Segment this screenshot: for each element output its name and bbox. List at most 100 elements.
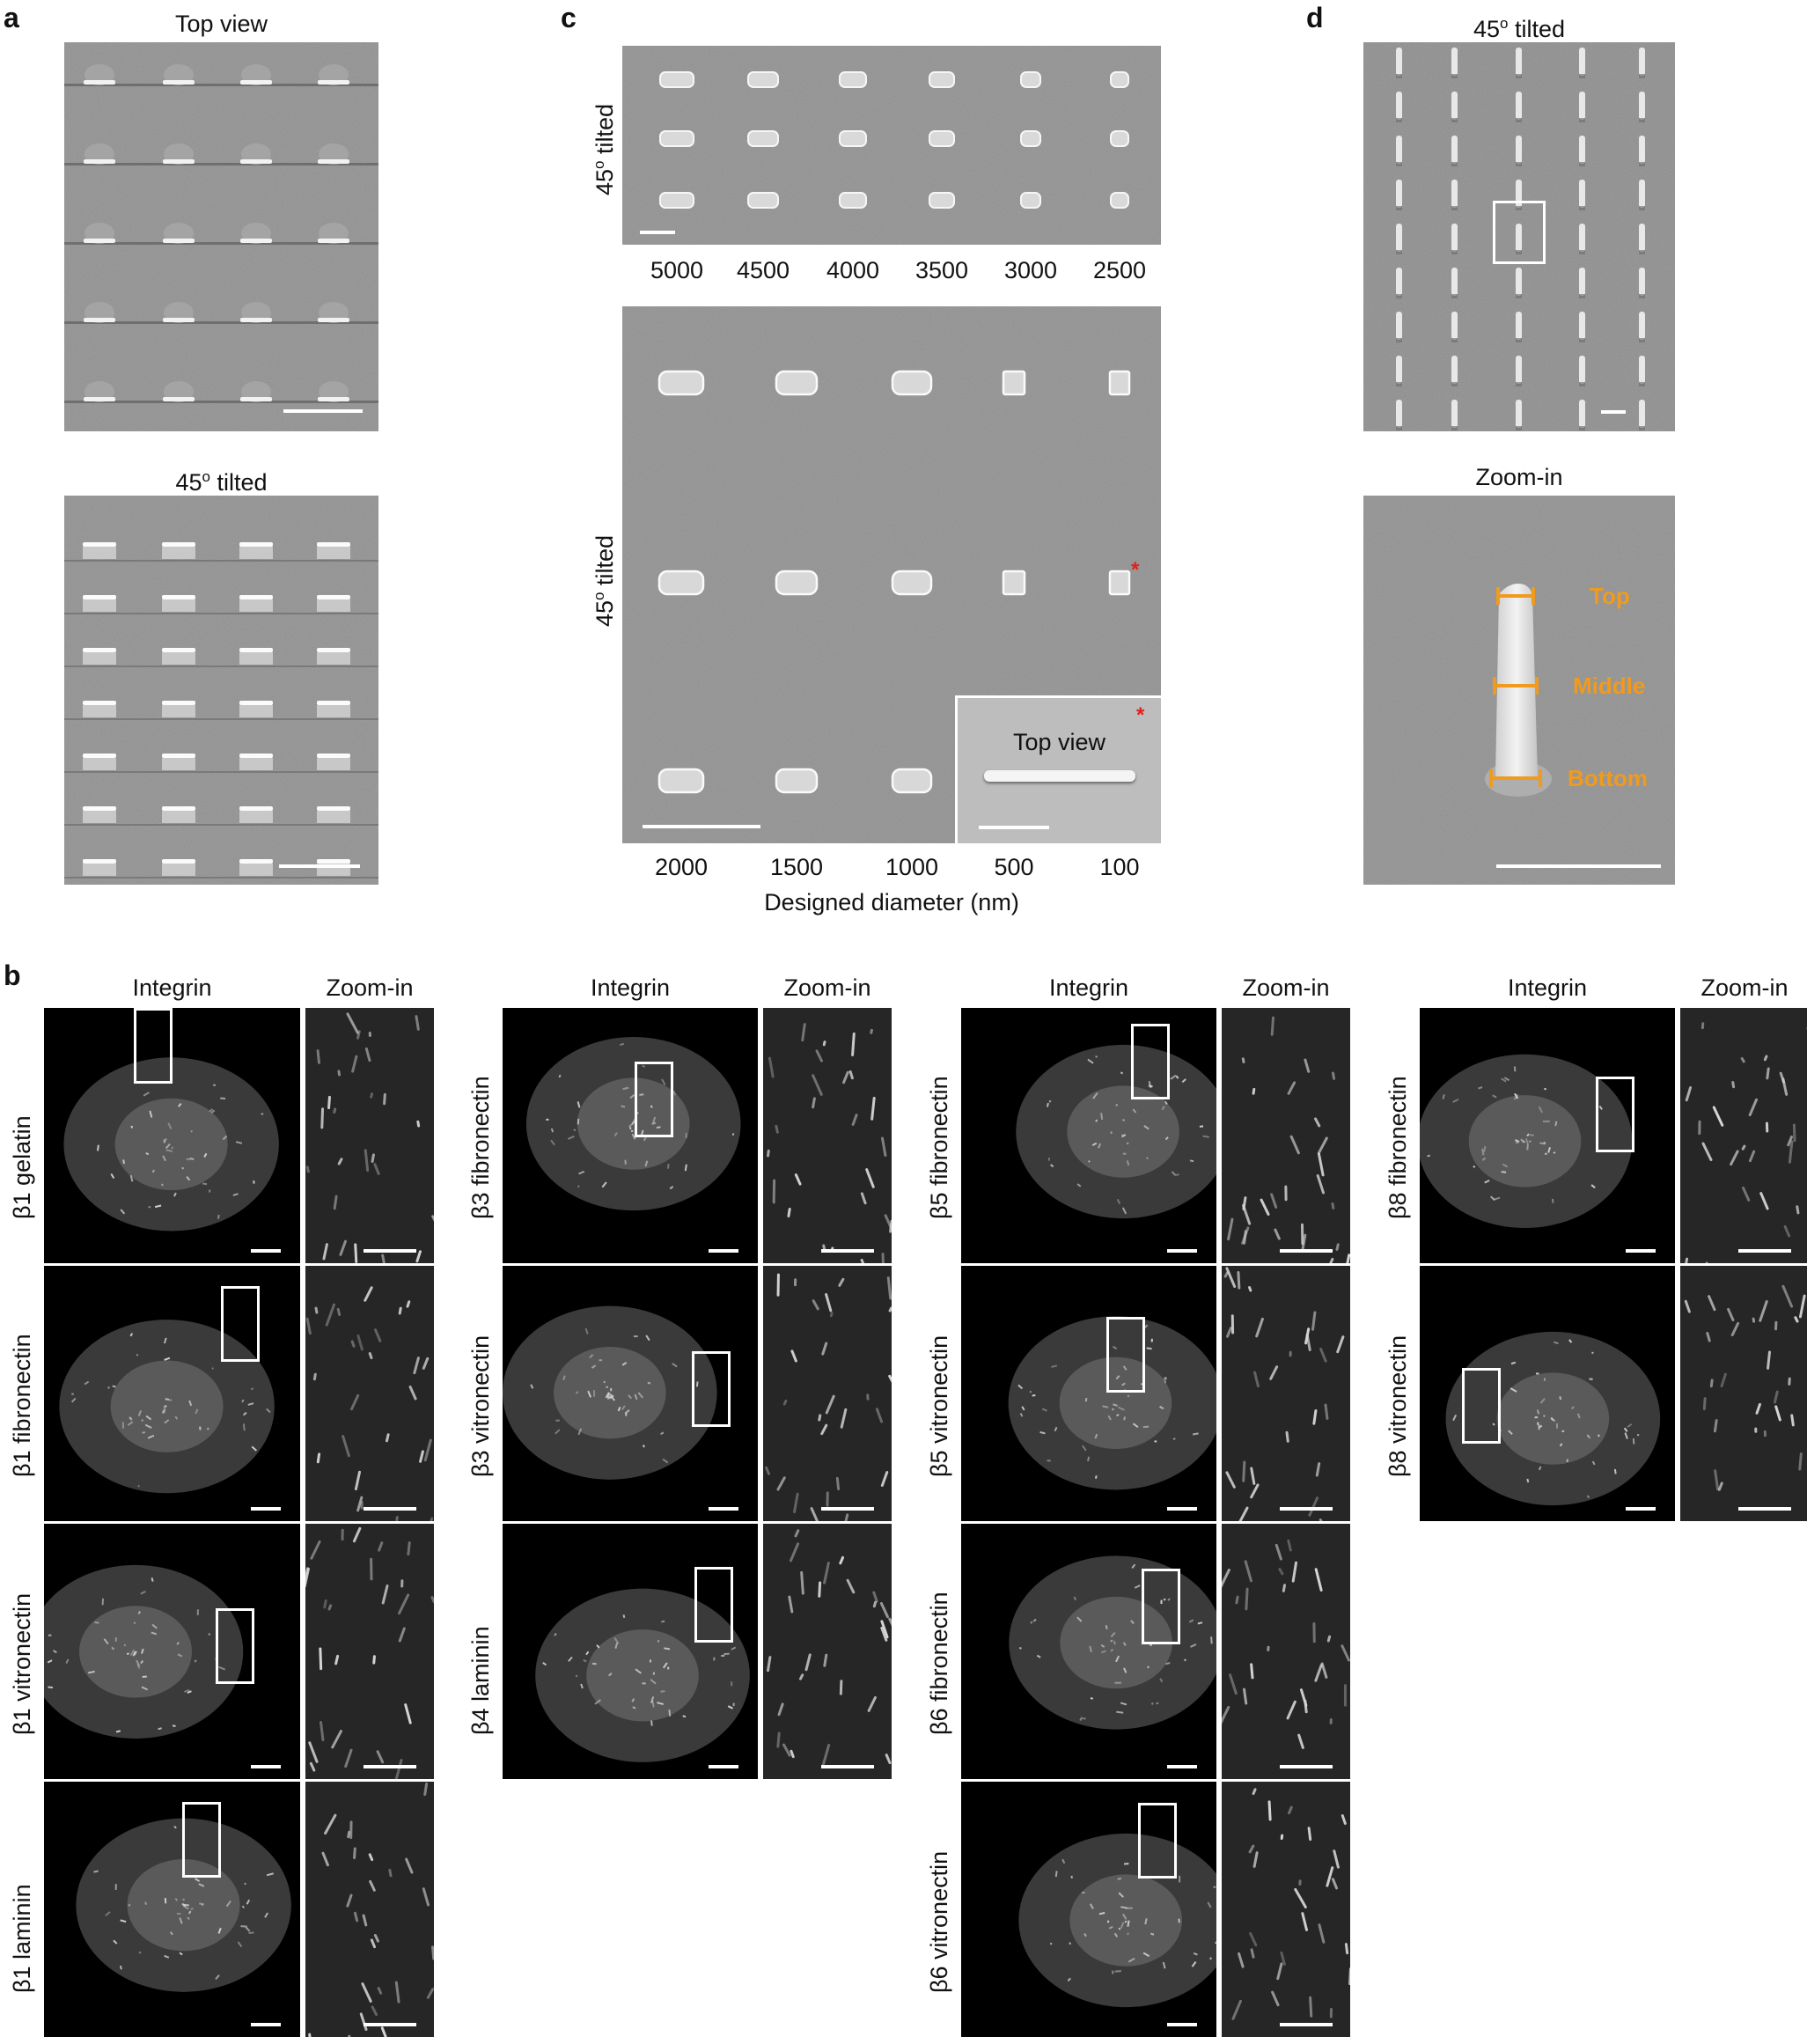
adhesion-spot	[1178, 1918, 1180, 1923]
adhesion-spot	[137, 1484, 141, 1488]
pillar	[83, 705, 116, 717]
integrin-fluorescence-image	[503, 1524, 758, 1779]
adhesion-spot	[1213, 1886, 1216, 1888]
nanopillar	[1516, 224, 1522, 252]
pillar-top	[239, 595, 273, 599]
measure-middle-cap-right	[1535, 677, 1539, 695]
pillar	[1020, 192, 1041, 209]
adhesion-streak	[1222, 1568, 1230, 1592]
adhesion-spot	[142, 1675, 147, 1679]
pillar-top	[162, 595, 195, 599]
adhesion-spot	[1502, 1163, 1509, 1168]
adhesion-spot	[163, 1139, 165, 1143]
adhesion-spot	[1114, 1970, 1121, 1973]
adhesion-streak	[350, 1393, 360, 1411]
adhesion-streak	[1316, 1174, 1326, 1195]
nanopillar	[1451, 136, 1458, 164]
adhesion-spot	[130, 1125, 133, 1129]
adhesion-streak	[1269, 1365, 1279, 1380]
adhesion-spot	[1079, 1717, 1083, 1721]
integrin-fluorescence-image	[503, 1008, 758, 1263]
adhesion-spot	[613, 1637, 620, 1644]
adhesion-streak	[888, 1617, 892, 1629]
nanopillar-shadow	[1639, 206, 1645, 210]
adhesion-streak	[1311, 1311, 1317, 1331]
adhesion-spot	[585, 1651, 590, 1656]
scale-bar	[821, 1507, 874, 1511]
adhesion-streak	[415, 1015, 420, 1031]
adhesion-streak	[331, 1730, 342, 1749]
adhesion-spot	[190, 1908, 194, 1911]
adhesion-streak	[775, 1124, 779, 1134]
adhesion-spot	[164, 1954, 170, 1959]
adhesion-spot	[1427, 1154, 1431, 1158]
diameter-tick-label: 2000	[654, 854, 709, 880]
adhesion-spot	[1122, 1152, 1127, 1155]
integrin-fluorescence-image	[961, 1524, 1216, 1779]
scale-bar	[1167, 2023, 1197, 2026]
zoom-in-fluorescence-image	[1222, 1524, 1350, 1779]
scale-bar	[251, 2023, 281, 2026]
adhesion-spot	[222, 1135, 228, 1141]
adhesion-streak	[826, 1491, 829, 1507]
nanopillar-shadow	[1451, 338, 1458, 342]
adhesion-streak	[1252, 1788, 1257, 1796]
adhesion-spot	[645, 1334, 650, 1342]
adhesion-spot	[154, 1204, 162, 1209]
adhesion-streak	[1304, 1327, 1311, 1345]
zoom-in-fluorescence-image	[305, 1266, 434, 1521]
adhesion-streak	[428, 1517, 434, 1521]
adhesion-spot	[1122, 1365, 1128, 1371]
adhesion-streak	[1706, 1332, 1711, 1342]
pillar	[83, 652, 116, 665]
adhesion-spot	[1150, 1338, 1153, 1342]
scale-bar	[364, 1507, 416, 1511]
adhesion-spot	[1142, 1425, 1150, 1429]
nanopillar	[1396, 136, 1402, 164]
adhesion-streak	[408, 1385, 417, 1401]
pillar	[839, 192, 867, 209]
adhesion-streak	[1343, 1684, 1347, 1707]
adhesion-spot	[631, 1698, 635, 1702]
row-label: β3 vitronectin	[467, 1334, 494, 1477]
scale-bar	[821, 1765, 874, 1768]
adhesion-spot	[667, 1164, 670, 1169]
adhesion-spot	[1146, 1347, 1152, 1350]
adhesion-spot	[182, 1905, 189, 1910]
adhesion-spot	[1481, 1148, 1485, 1156]
adhesion-streak	[305, 1317, 312, 1335]
adhesion-spot	[1047, 1157, 1051, 1161]
adhesion-streak	[1708, 1295, 1716, 1312]
pillar	[318, 397, 349, 401]
pillar-top	[162, 754, 195, 758]
adhesion-spot	[1452, 1414, 1458, 1422]
adhesion-spot	[603, 1380, 606, 1384]
adhesion-spot	[196, 1609, 199, 1615]
adhesion-spot	[596, 1644, 600, 1649]
pillar	[84, 397, 115, 401]
row-label: β1 gelatin	[9, 1115, 35, 1219]
pillar	[163, 318, 195, 322]
adhesion-spot	[1017, 1384, 1024, 1390]
adhesion-streak	[1226, 1327, 1232, 1338]
adhesion-streak	[872, 1591, 878, 1603]
adhesion-streak	[1250, 1483, 1260, 1499]
nanopillar	[1579, 400, 1585, 428]
adhesion-spot	[1114, 1681, 1121, 1684]
pillar-top	[317, 701, 350, 705]
adhesion-spot	[1110, 1639, 1113, 1643]
zoom-image	[305, 1266, 434, 1521]
pillar	[84, 80, 115, 85]
cell-image	[961, 1266, 1216, 1521]
adhesion-streak	[364, 1047, 371, 1062]
adhesion-spot	[187, 1910, 192, 1915]
adhesion-spot	[1107, 1415, 1112, 1421]
adhesion-spot	[584, 1327, 589, 1334]
adhesion-streak	[1314, 1664, 1323, 1682]
adhesion-spot	[94, 1621, 99, 1624]
adhesion-spot	[1493, 1196, 1501, 1201]
adhesion-streak	[1267, 1645, 1270, 1652]
nanopillar-shadow	[1579, 74, 1585, 78]
adhesion-streak	[400, 1579, 404, 1588]
adhesion-streak	[372, 1655, 376, 1665]
